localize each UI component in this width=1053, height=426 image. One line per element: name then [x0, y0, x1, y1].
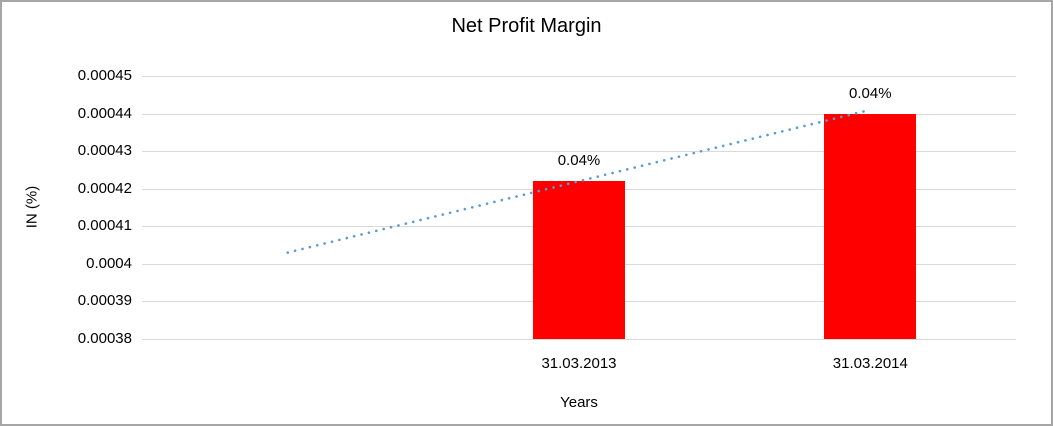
y-axis-tick-label: 0.00042 [77, 179, 132, 197]
x-axis-title: Years [560, 394, 598, 411]
x-axis-tick-label: 31.03.2014 [832, 355, 908, 372]
y-axis-tick-label: 0.00038 [77, 330, 132, 347]
gridline [142, 76, 1016, 77]
bar [824, 113, 917, 339]
x-axis-tick-label: 31.03.2013 [541, 355, 617, 372]
y-axis-tick-label: 0.00045 [77, 67, 132, 84]
y-axis-tick-label: 0.00039 [77, 292, 132, 310]
gridline [142, 339, 1016, 340]
y-axis-tick-label: 0.00043 [77, 142, 132, 160]
y-axis-tick-label: 0.00041 [77, 217, 132, 235]
bar-data-label: 0.04% [849, 84, 892, 102]
chart-title: Net Profit Margin [451, 15, 602, 37]
y-axis-tick-label: 0.0004 [86, 254, 132, 272]
bar-data-label: 0.04% [557, 152, 601, 170]
bar [533, 181, 625, 339]
y-axis-tick-label: 0.00044 [77, 104, 132, 122]
